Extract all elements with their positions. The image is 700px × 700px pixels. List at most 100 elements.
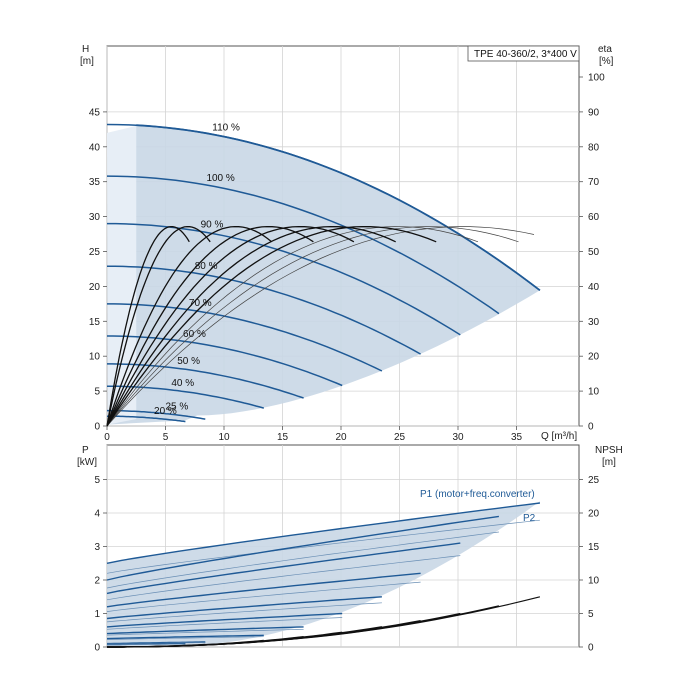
p1-curve: [106, 612, 343, 628]
efficiency-curve: [106, 226, 479, 427]
qh-curve: [107, 335, 343, 387]
tick-label-y-right: 10: [588, 387, 600, 398]
npsh-curve: [107, 644, 186, 648]
tick-label-y-left: 2: [94, 576, 100, 587]
tick-label-x: 10: [218, 432, 230, 443]
qh-curve: [106, 175, 500, 315]
efficiency-curve: [106, 225, 273, 427]
speed-label: 70 %: [189, 298, 212, 309]
p2-curve: [106, 555, 461, 601]
p1-curve: [106, 502, 540, 564]
p2-label: P2: [523, 513, 536, 524]
y-unit-left-top: H: [82, 44, 89, 55]
tick-label-y-left: 0: [94, 422, 100, 433]
tick-label-y-right: 70: [588, 177, 600, 188]
speed-label: 20 %: [154, 406, 177, 417]
tick-label-x: 20: [335, 432, 347, 443]
y-unit-left-bottom: P: [82, 445, 89, 456]
speed-label: 90 %: [201, 219, 224, 230]
tick-label-y-left: 4: [94, 509, 100, 520]
p2-curve: [106, 519, 540, 574]
efficiency-curve: [106, 226, 535, 427]
efficiency-curve: [106, 225, 437, 427]
efficiency-curve: [106, 226, 519, 427]
y-unit-right-bottom-bracket: [m]: [602, 457, 616, 468]
efficiency-curve: [106, 225, 211, 427]
tick-label-y-right: 100: [588, 73, 605, 84]
tick-label-y-left: 45: [89, 107, 101, 118]
p2-curve: [106, 531, 499, 589]
tick-label-y-left: 5: [94, 387, 100, 398]
tick-label-x: 5: [163, 432, 169, 443]
tick-label-y-right: 0: [588, 643, 594, 654]
tick-label-y-right: 0: [588, 422, 594, 433]
tick-label-y-left: 0: [94, 643, 100, 654]
tick-label-y-right: 80: [588, 142, 600, 153]
p1-curve: [106, 542, 461, 595]
tick-label-y-right: 5: [588, 609, 594, 620]
p2-curve: [106, 617, 343, 630]
y-unit-left-top-bracket: [m]: [80, 56, 94, 67]
p1-curve: [106, 626, 304, 635]
operating-range-area: [107, 124, 540, 425]
tick-label-y-left: 15: [89, 317, 101, 328]
power-curves: [106, 502, 540, 646]
p2-curve: [106, 636, 264, 640]
qh-curve: [107, 409, 206, 420]
tick-label-y-left: 25: [89, 247, 101, 258]
tick-label-y-left: 30: [89, 212, 101, 223]
tick-label-x: 30: [452, 432, 464, 443]
power-range-area: [107, 501, 540, 647]
tick-label-x: 15: [277, 432, 289, 443]
tick-label-y-right: 90: [588, 107, 600, 118]
tick-label-y-right: 20: [588, 352, 600, 363]
efficiency-curve: [106, 225, 396, 427]
tick-label-y-right: 15: [588, 542, 600, 553]
tick-label-x: 35: [511, 432, 523, 443]
p2-curve: [106, 602, 382, 623]
p2-curve: [106, 628, 304, 636]
efficiency-curve: [106, 225, 190, 427]
p2-curve: [107, 643, 186, 646]
efficiency-curve: [106, 225, 355, 427]
y-unit-right-bottom: NPSH: [595, 445, 623, 456]
tick-label-y-left: 10: [89, 352, 101, 363]
operating-area: [107, 124, 540, 425]
speed-label: 40 %: [171, 378, 194, 389]
y-unit-right-top-bracket: [%]: [599, 56, 614, 67]
tick-label-y-right: 20: [588, 509, 600, 520]
tick-label-y-left: 35: [89, 177, 101, 188]
p2-curve: [106, 581, 421, 612]
tick-label-y-right: 60: [588, 212, 600, 223]
speed-label: 25 %: [166, 402, 189, 413]
efficiency-curves: [106, 225, 535, 427]
p1-label: P1 (motor+freq.converter): [420, 489, 535, 500]
y-unit-right-top: eta: [598, 44, 612, 55]
tick-label-y-right: 10: [588, 576, 600, 587]
speed-label: 60 %: [183, 329, 206, 340]
max-speed-outline: [135, 124, 541, 292]
chart-title: TPE 40-360/2, 3*400 V: [474, 49, 577, 60]
speed-label: 80 %: [195, 261, 218, 272]
tick-label-y-left: 40: [89, 142, 101, 153]
speed-label: 50 %: [177, 356, 200, 367]
qh-curve: [107, 303, 383, 372]
tick-label-y-right: 30: [588, 317, 600, 328]
tick-label-x: 0: [104, 432, 110, 443]
speed-label: 110 %: [212, 122, 240, 133]
tick-label-y-right: 40: [588, 282, 600, 293]
y-unit-left-bottom-bracket: [kW]: [77, 457, 97, 468]
speed-label: 100 %: [206, 173, 234, 184]
tick-label-y-right: 50: [588, 247, 600, 258]
curve-labels: 110 % 100 % 90 % 80 % 70 % 60 % 50 % 40 % 25 %20…: [154, 122, 240, 417]
p1-curve: [106, 515, 500, 581]
qh-curve: [107, 415, 186, 423]
low-flow-area: [107, 125, 137, 425]
p1-curve: [106, 572, 421, 608]
axis-ticks: 0 5 10 15 20 25 30 3505101520253035404501020304…: [89, 73, 605, 654]
title-box: [467, 45, 580, 62]
tick-label-y-left: 3: [94, 542, 100, 553]
npsh-curves: [107, 596, 541, 648]
x-axis-label: Q [m³/h]: [541, 431, 577, 442]
